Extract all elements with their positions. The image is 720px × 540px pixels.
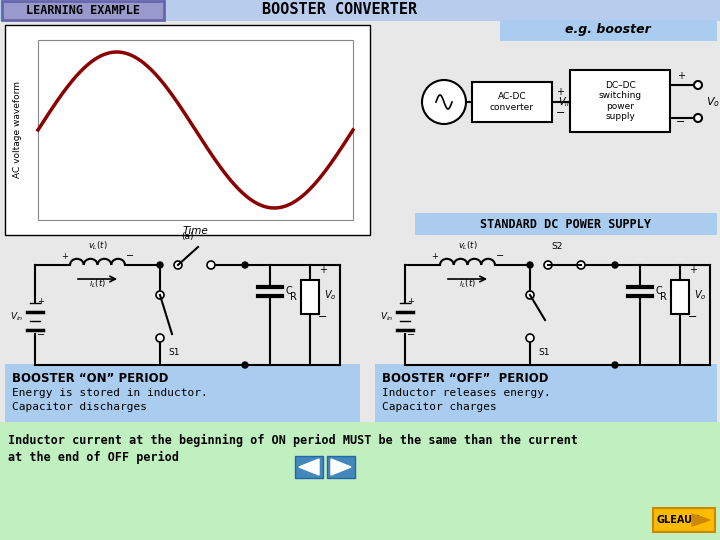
Bar xyxy=(500,20,717,41)
Text: at the end of OFF period: at the end of OFF period xyxy=(8,450,179,463)
Text: STANDARD DC POWER SUPPLY: STANDARD DC POWER SUPPLY xyxy=(480,218,652,231)
Text: Inductor current at the beginning of ON period MUST be the same than the current: Inductor current at the beginning of ON … xyxy=(8,434,578,447)
Text: −: − xyxy=(37,330,45,340)
Text: +: + xyxy=(37,298,44,307)
Text: +: + xyxy=(677,71,685,81)
Circle shape xyxy=(242,262,248,268)
Text: $v_L(t)$: $v_L(t)$ xyxy=(88,240,107,253)
Text: Capacitor discharges: Capacitor discharges xyxy=(12,402,147,412)
Text: −: − xyxy=(688,312,698,322)
Text: DC–DC
switching
power
supply: DC–DC switching power supply xyxy=(598,81,642,121)
Text: Capacitor charges: Capacitor charges xyxy=(382,402,497,412)
Text: $V_{in}$: $V_{in}$ xyxy=(558,95,572,109)
Bar xyxy=(671,280,689,314)
Bar xyxy=(0,0,720,21)
Text: (a): (a) xyxy=(181,232,194,241)
Bar xyxy=(5,364,360,422)
Text: AC-DC
converter: AC-DC converter xyxy=(490,92,534,112)
Text: S1: S1 xyxy=(168,348,179,357)
Text: BOOSTER “ON” PERIOD: BOOSTER “ON” PERIOD xyxy=(12,372,168,384)
Text: +: + xyxy=(431,252,438,261)
Circle shape xyxy=(694,81,702,89)
Text: R: R xyxy=(660,292,667,302)
Bar xyxy=(38,40,353,220)
Polygon shape xyxy=(299,459,319,475)
Circle shape xyxy=(612,262,618,268)
Bar xyxy=(295,456,323,478)
Text: Inductor releases energy.: Inductor releases energy. xyxy=(382,388,551,398)
Text: BOOSTER CONVERTER: BOOSTER CONVERTER xyxy=(262,3,418,17)
Bar xyxy=(570,70,670,132)
Bar xyxy=(375,364,717,422)
Circle shape xyxy=(694,114,702,122)
Polygon shape xyxy=(331,459,351,475)
Circle shape xyxy=(422,80,466,124)
Text: $i_L(t)$: $i_L(t)$ xyxy=(89,278,106,291)
Text: BOOSTER “OFF”  PERIOD: BOOSTER “OFF” PERIOD xyxy=(382,372,549,384)
Text: +: + xyxy=(62,252,68,261)
Polygon shape xyxy=(692,514,710,526)
Text: +: + xyxy=(689,265,697,275)
Text: $i_L(t)$: $i_L(t)$ xyxy=(459,278,476,291)
Text: LEARNING EXAMPLE: LEARNING EXAMPLE xyxy=(26,3,140,17)
Text: Time: Time xyxy=(183,226,208,236)
Text: $V_{in}$: $V_{in}$ xyxy=(380,310,394,323)
Text: +: + xyxy=(556,87,564,97)
Text: S1: S1 xyxy=(538,348,549,357)
Circle shape xyxy=(544,261,552,269)
Circle shape xyxy=(156,334,164,342)
Text: +: + xyxy=(407,298,414,307)
Bar xyxy=(472,82,552,122)
Circle shape xyxy=(577,261,585,269)
Text: C: C xyxy=(656,286,662,296)
Circle shape xyxy=(527,262,533,268)
Circle shape xyxy=(242,362,248,368)
Text: e.g. booster: e.g. booster xyxy=(565,24,651,37)
Text: $V_{in}$: $V_{in}$ xyxy=(10,310,24,323)
Text: −: − xyxy=(676,117,685,127)
Text: +: + xyxy=(319,265,327,275)
Text: AC voltage waveform: AC voltage waveform xyxy=(14,82,22,179)
Text: −: − xyxy=(556,108,565,118)
Circle shape xyxy=(157,262,163,268)
Text: GLEAUX: GLEAUX xyxy=(656,515,700,525)
Circle shape xyxy=(156,291,164,299)
Text: Energy is stored in inductor.: Energy is stored in inductor. xyxy=(12,388,208,398)
Circle shape xyxy=(526,291,534,299)
Text: −: − xyxy=(126,251,134,261)
Bar xyxy=(2,1,164,20)
Text: −: − xyxy=(318,312,328,322)
Circle shape xyxy=(174,261,182,269)
Text: C: C xyxy=(286,286,293,296)
Bar xyxy=(653,508,715,532)
Text: −: − xyxy=(407,330,415,340)
Text: $V_o$: $V_o$ xyxy=(694,288,706,302)
Text: $v_L(t)$: $v_L(t)$ xyxy=(458,240,477,253)
Text: $V_o$: $V_o$ xyxy=(324,288,336,302)
Bar xyxy=(301,280,319,314)
Circle shape xyxy=(612,362,618,368)
Bar xyxy=(415,213,717,235)
Text: R: R xyxy=(290,292,297,302)
Bar xyxy=(327,456,355,478)
Bar xyxy=(5,25,370,235)
Text: $V_o$: $V_o$ xyxy=(706,95,720,109)
Circle shape xyxy=(526,334,534,342)
Text: S2: S2 xyxy=(552,242,563,251)
Bar xyxy=(0,422,720,540)
Circle shape xyxy=(207,261,215,269)
Text: −: − xyxy=(496,251,504,261)
